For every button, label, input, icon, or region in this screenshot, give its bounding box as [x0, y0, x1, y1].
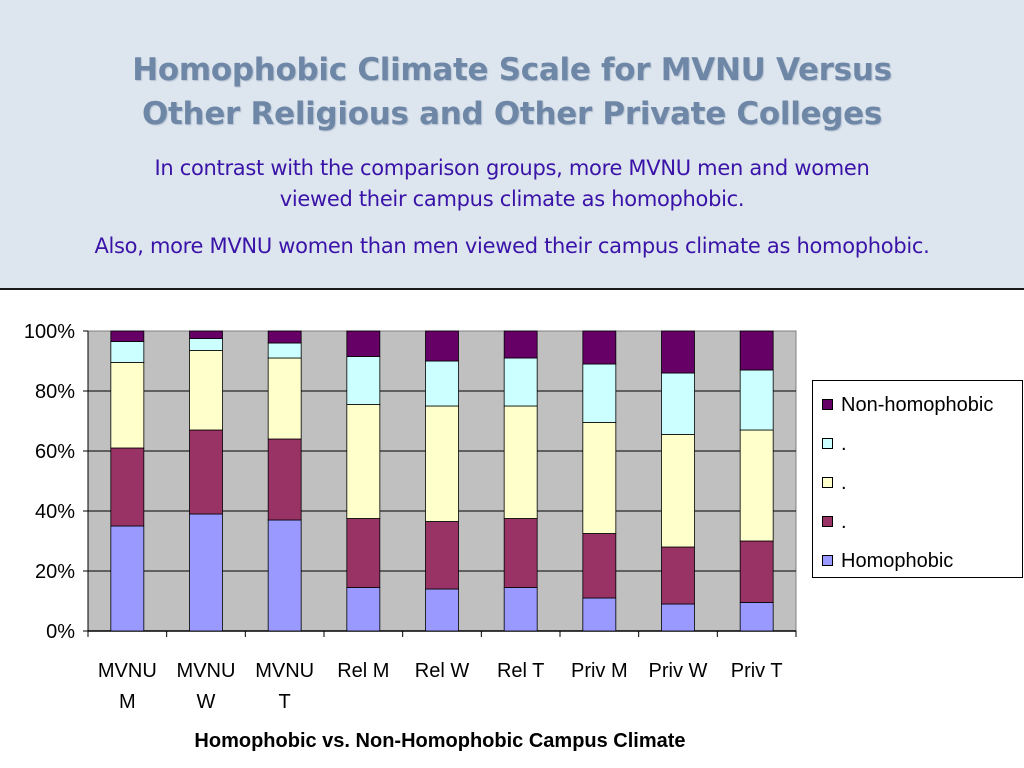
y-tick-label: 40% [35, 501, 75, 523]
x-tick-label: MVNU [255, 660, 314, 682]
legend-swatch [822, 438, 833, 449]
bar-segment [425, 521, 459, 590]
bar-segment [739, 540, 774, 603]
legend-item: . [813, 510, 1022, 534]
bar-segment [425, 330, 459, 362]
legend-item: . [813, 471, 1022, 495]
bar-segment [503, 330, 538, 359]
bar-segment [582, 422, 617, 534]
bar-segment [661, 546, 695, 605]
bar-segment [503, 518, 538, 588]
legend-item: . [813, 432, 1022, 456]
bar-segment [189, 330, 223, 339]
bar-segment [267, 330, 302, 344]
bar-segment [267, 357, 302, 440]
bar-segment [425, 360, 459, 407]
bar-segment [110, 525, 145, 632]
x-tick-label: Priv W [649, 660, 708, 682]
bar-segment [739, 330, 774, 371]
legend-swatch [822, 555, 833, 566]
bar-segment [661, 372, 695, 435]
bar-segment [503, 405, 538, 519]
bar-segment [346, 518, 381, 588]
bar-segment [582, 363, 617, 423]
x-tick-label: W [197, 691, 216, 713]
legend-label: Homophobic [841, 550, 954, 572]
bar-segment [425, 405, 459, 522]
legend-label: . [841, 472, 847, 494]
x-tick-label: MVNU [98, 660, 157, 682]
bar-segment [425, 588, 459, 632]
x-tick-label: Rel T [497, 660, 544, 682]
bar-segment [503, 357, 538, 407]
bar-segment [739, 602, 774, 632]
bar-segment [739, 369, 774, 431]
x-tick-label: Rel M [337, 660, 389, 682]
x-tick-label: MVNU [177, 660, 236, 682]
x-axis-title: Homophobic vs. Non-Homophobic Campus Cli… [194, 730, 686, 752]
slide-title-line-2: Other Religious and Other Private Colleg… [141, 96, 883, 132]
bar-segment [267, 342, 302, 359]
bar-segment [661, 603, 695, 632]
bar-segment [267, 438, 302, 521]
y-tick-label: 20% [35, 561, 75, 583]
chart-legend: Non-homophobic... Homophobic [812, 380, 1023, 578]
y-tick-label: 80% [35, 381, 75, 403]
bar-segment [739, 429, 774, 542]
bar-segment [582, 330, 617, 365]
bar-segment [661, 434, 695, 548]
bar-segment [346, 587, 381, 632]
slide-header: Homophobic Climate Scale for MVNU Versus… [0, 0, 1024, 290]
bar-segment [582, 597, 617, 632]
legend-swatch [822, 516, 833, 527]
legend-label: Non-homophobic [841, 394, 994, 416]
bar-segment [189, 338, 223, 351]
y-tick-label: 100% [24, 321, 75, 343]
subtitle-line-2: viewed their campus climate as homophobi… [279, 187, 745, 211]
y-tick-label: 60% [35, 441, 75, 463]
legend-item: Non-homophobic [813, 393, 1022, 417]
bar-segment [582, 533, 617, 599]
bar-segment [346, 356, 381, 405]
subtitle-line-3: Also, more MVNU women than men viewed th… [94, 234, 930, 258]
bar-segment [110, 447, 145, 527]
legend-swatch [822, 477, 833, 488]
bar-segment [661, 330, 695, 374]
bar-segment [346, 330, 381, 357]
legend-item: Homophobic [813, 549, 1022, 573]
x-tick-label: Rel W [415, 660, 470, 682]
slide-title-line-1: Homophobic Climate Scale for MVNU Versus [132, 52, 892, 88]
y-tick-label: 0% [46, 621, 75, 643]
bar-segment [110, 330, 145, 342]
subtitle-line-1: In contrast with the comparison groups, … [154, 156, 870, 180]
bar-segment [110, 362, 145, 449]
x-tick-label: T [279, 691, 291, 713]
bar-segment [189, 429, 223, 515]
legend-swatch [822, 399, 833, 410]
bar-segment [189, 513, 223, 632]
stacked-bar-chart: 0% 20% 40% 60% 80% 100% MVNU M MVNU W MVNU T Rel M Re… [24, 321, 797, 713]
bar-segment [189, 350, 223, 431]
bar-segment [110, 341, 145, 363]
legend-label: . [841, 433, 847, 455]
x-tick-label: M [119, 691, 136, 713]
bar-segment [267, 519, 302, 632]
legend-label: . [841, 511, 847, 533]
bar-segment [346, 404, 381, 519]
x-tick-label: Priv T [731, 660, 783, 682]
bar-segment [503, 587, 538, 632]
x-tick-label: Priv M [571, 660, 628, 682]
